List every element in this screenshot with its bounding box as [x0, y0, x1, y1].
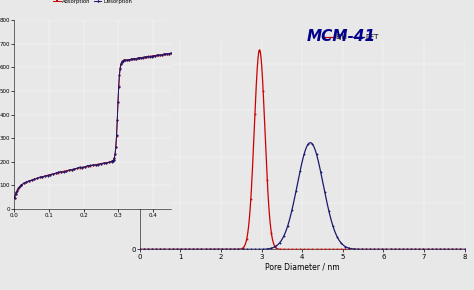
Line: Adsorption: Adsorption — [14, 52, 172, 199]
Legend: BJH, DFT: BJH, DFT — [322, 34, 380, 41]
BJH — [420, 248, 426, 251]
BJH — [276, 247, 282, 251]
BJH — [262, 118, 267, 121]
Desorption — [12, 197, 18, 200]
X-axis label: Pore Diameter / nm: Pore Diameter / nm — [265, 262, 339, 271]
BJH — [137, 248, 143, 251]
Text: MCM-41: MCM-41 — [307, 29, 376, 44]
DFT — [462, 248, 467, 251]
DFT — [262, 247, 267, 251]
DFT — [174, 248, 180, 251]
DFT — [193, 248, 199, 251]
DFT — [275, 242, 281, 246]
Desorption — [45, 174, 51, 177]
Adsorption — [45, 173, 51, 177]
BJH — [460, 248, 466, 251]
Desorption — [150, 54, 156, 58]
Desorption — [21, 182, 27, 185]
Desorption — [87, 164, 93, 167]
Desorption — [168, 51, 173, 55]
DFT — [137, 248, 143, 251]
Y-axis label: Pore Volume / cm³ nm⁻¹ g⁻¹: Pore Volume / cm³ nm⁻¹ g⁻¹ — [122, 102, 128, 188]
Legend: Adsorption, Desorption: Adsorption, Desorption — [53, 0, 132, 4]
Adsorption — [150, 54, 156, 58]
DFT — [456, 248, 461, 251]
Adsorption — [21, 182, 27, 185]
Desorption — [110, 159, 116, 162]
Adsorption — [110, 159, 116, 162]
Adsorption — [87, 164, 93, 167]
Line: BJH: BJH — [140, 50, 465, 249]
BJH — [462, 248, 467, 251]
BJH — [174, 248, 180, 251]
Adsorption — [26, 179, 32, 183]
Adsorption — [12, 197, 18, 200]
Desorption — [26, 179, 32, 182]
Line: Desorption: Desorption — [14, 52, 172, 199]
BJH — [193, 248, 199, 251]
DFT — [308, 141, 313, 144]
DFT — [420, 248, 426, 251]
Line: DFT: DFT — [140, 143, 465, 249]
BJH — [456, 248, 461, 251]
BJH — [257, 48, 263, 52]
Adsorption — [168, 52, 173, 55]
